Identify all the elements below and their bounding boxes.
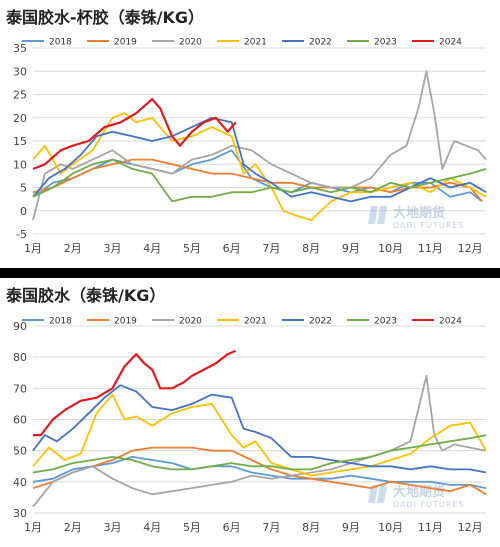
series-line-2024	[33, 349, 237, 437]
series-line-2018	[32, 149, 483, 203]
series-line-2021	[32, 393, 487, 477]
x-tick-label: 7月	[262, 242, 280, 255]
x-tick-label: 9月	[342, 521, 360, 534]
y-tick-label: 80	[13, 351, 27, 364]
series-line-2020	[32, 375, 487, 508]
x-tick-label: 1月	[24, 521, 42, 534]
y-tick-label: 20	[13, 112, 27, 125]
legend-label: 2019	[114, 38, 137, 48]
x-tick-label: 10月	[378, 521, 403, 534]
legend-label: 2024	[439, 38, 462, 48]
logo-mark-icon	[377, 206, 387, 224]
series-line-2019	[32, 446, 487, 496]
x-tick-label: 4月	[143, 242, 161, 255]
watermark-sub: DADI FUTURES	[393, 221, 464, 230]
y-tick-label: 70	[13, 382, 27, 395]
legend-label: 2018	[49, 317, 72, 327]
watermark-sub: DADI FUTURES	[393, 500, 464, 509]
y-tick-label: 25	[13, 89, 27, 102]
y-tick-label: 90	[13, 320, 27, 333]
legend-label: 2019	[114, 317, 137, 327]
y-tick-label: 10	[13, 158, 27, 171]
y-tick-label: -5	[16, 228, 27, 241]
y-tick-label: 30	[13, 507, 27, 520]
x-tick-label: 2月	[64, 242, 82, 255]
legend-label: 2021	[244, 38, 267, 48]
chart-panel-bottom: 泰国胶水（泰铢/KG） 30 40 50 60 70 80 90 1月 2月 3月 4月 5月 6月 7月…	[0, 278, 500, 547]
x-tick-label: 6月	[223, 521, 241, 534]
x-tick-label: 4月	[143, 521, 161, 534]
legend-label: 2023	[374, 317, 397, 327]
chart-title-bottom: 泰国胶水（泰铢/KG）	[6, 286, 166, 305]
x-tick-label: 11月	[418, 242, 443, 255]
series-line-2022	[32, 116, 487, 203]
y-tick-label: 60	[13, 414, 27, 427]
x-tick-label: 1月	[24, 242, 42, 255]
panel-divider	[0, 268, 500, 278]
series-line-2024	[32, 98, 237, 170]
x-tick-label: 5月	[183, 521, 201, 534]
watermark-brand: 大地期货	[393, 205, 445, 221]
y-tick-label: 30	[13, 65, 27, 78]
legend-label: 2022	[309, 38, 332, 48]
x-tick-label: 12月	[458, 242, 483, 255]
x-tick-label: 3月	[103, 242, 121, 255]
series-line-2022	[32, 384, 487, 474]
logo-mark-icon	[368, 485, 378, 503]
legend-label: 2024	[439, 317, 462, 327]
x-tick-label: 11月	[418, 521, 443, 534]
legend-label: 2022	[309, 317, 332, 327]
logo-mark-icon	[377, 485, 387, 503]
legend-label: 2023	[374, 38, 397, 48]
x-tick-label: 2月	[64, 521, 82, 534]
legend-label: 2018	[49, 38, 72, 48]
legend-label: 2020	[179, 38, 202, 48]
x-tick-label: 10月	[378, 242, 403, 255]
y-tick-label: 0	[20, 205, 27, 218]
y-tick-label: 40	[13, 476, 27, 489]
chart-svg-bottom: 30 40 50 60 70 80 90 1月 2月 3月 4月 5月 6月 7月 8月 9月 10月 11月 12…	[13, 317, 487, 534]
x-tick-label: 6月	[223, 242, 241, 255]
x-tick-label: 8月	[302, 242, 320, 255]
y-tick-label: 15	[13, 135, 27, 148]
series-line-2018	[32, 455, 487, 489]
x-tick-label: 7月	[262, 521, 280, 534]
legend-label: 2021	[244, 317, 267, 327]
legend-label: 2020	[179, 317, 202, 327]
x-tick-label: 5月	[183, 242, 201, 255]
x-tick-label: 3月	[103, 521, 121, 534]
logo-mark-icon	[368, 206, 378, 224]
y-tick-label: 50	[13, 445, 27, 458]
series-line-2020	[32, 70, 487, 221]
x-tick-label: 8月	[302, 521, 320, 534]
series-line-2023	[32, 158, 487, 203]
y-tick-label: 35	[13, 42, 27, 55]
chart-svg-top: -5 0 5 10 15 20 25 30 35 1月 2月 3月 4月 5月 6月 7月 8月 9月 10月 11月…	[13, 38, 487, 255]
series-line-2023	[32, 434, 487, 474]
chart-panel-top: 泰国胶水-杯胶（泰铢/KG） -5 0 5 10 15 20 25 30 35 1月 2月 3月 4月 5…	[0, 0, 500, 268]
x-tick-label: 9月	[342, 242, 360, 255]
x-tick-label: 12月	[458, 521, 483, 534]
y-tick-label: 5	[20, 182, 27, 195]
chart-title-top: 泰国胶水-杯胶（泰铢/KG）	[6, 8, 205, 27]
